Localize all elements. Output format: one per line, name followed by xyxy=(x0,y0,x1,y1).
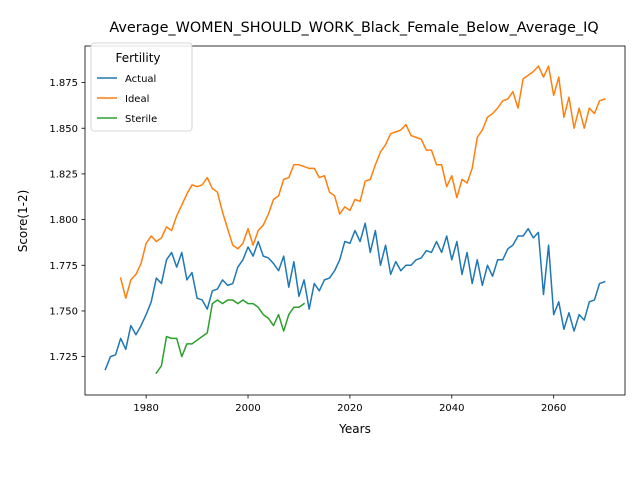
chart-title: Average_WOMEN_SHOULD_WORK_Black_Female_B… xyxy=(109,20,598,36)
y-tick-label: 1.850 xyxy=(49,124,78,135)
y-tick-label: 1.825 xyxy=(49,170,78,181)
x-axis-label: Years xyxy=(338,422,371,436)
y-tick-label: 1.750 xyxy=(49,307,78,318)
x-tick-label: 1980 xyxy=(133,403,158,414)
x-tick-label: 2060 xyxy=(541,403,566,414)
plot-frame xyxy=(84,45,626,396)
y-axis-label: Score(1-2) xyxy=(16,190,30,253)
y-tick-label: 1.725 xyxy=(49,352,78,363)
y-tick-label: 1.800 xyxy=(49,215,78,226)
legend-title: Fertility xyxy=(115,51,160,65)
legend-label-ideal: Ideal xyxy=(125,94,149,105)
series-layer xyxy=(104,65,606,375)
x-tick-label: 2040 xyxy=(439,403,464,414)
y-tick-label: 1.775 xyxy=(49,261,78,272)
legend-label-actual: Actual xyxy=(125,74,156,85)
legend: Fertility Actual Ideal Sterile xyxy=(90,42,193,132)
x-axis: 1980 2000 2020 2040 2060 xyxy=(133,395,566,414)
legend-label-sterile: Sterile xyxy=(125,114,157,125)
y-axis: 1.725 1.750 1.775 1.800 1.825 1.850 1.875 xyxy=(49,78,85,363)
series-line-ideal xyxy=(119,65,606,299)
series-line-sterile xyxy=(155,299,306,375)
x-tick-label: 2020 xyxy=(337,403,362,414)
x-tick-label: 2000 xyxy=(235,403,260,414)
legend-box xyxy=(90,42,193,132)
y-tick-label: 1.875 xyxy=(49,78,78,89)
series-line-actual xyxy=(104,222,606,371)
